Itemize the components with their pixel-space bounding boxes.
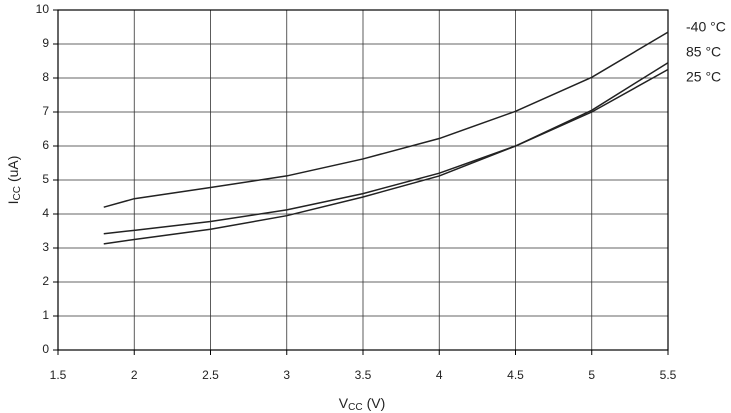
y-tick-label: 6	[42, 138, 49, 152]
y-tick-label: 0	[42, 342, 49, 356]
x-tick-label: 2	[131, 368, 138, 382]
y-label-main: I	[5, 201, 21, 205]
y-tick-label: 10	[36, 2, 50, 16]
y-tick-label: 1	[42, 308, 49, 322]
y-tick-label: 5	[42, 172, 49, 186]
x-label-sub: CC	[348, 402, 362, 413]
y-tick-label: 2	[42, 274, 49, 288]
x-tick-label: 5	[588, 368, 595, 382]
x-label-main: V	[339, 395, 349, 411]
legend-label: 25 °C	[686, 69, 721, 85]
y-axis-label: ICC (uA)	[5, 156, 23, 205]
y-tick-label: 9	[42, 36, 49, 50]
line-series	[103, 68, 669, 245]
y-label-sub: CC	[12, 186, 23, 200]
x-tick-label: 4	[436, 368, 443, 382]
legend-label: 85 °C	[686, 44, 721, 60]
x-tick-label: 3	[283, 368, 290, 382]
x-tick-label: 4.5	[507, 368, 524, 382]
x-tick-label: 2.5	[202, 368, 219, 382]
y-label-unit: (uA)	[5, 156, 21, 182]
y-tick-label: 7	[42, 104, 49, 118]
line-series	[103, 31, 669, 208]
x-tick-label: 3.5	[355, 368, 372, 382]
y-tick-label: 3	[42, 240, 49, 254]
x-label-unit: (V)	[367, 395, 386, 411]
y-tick-label: 8	[42, 70, 49, 84]
plot-frame	[57, 9, 669, 351]
legend-label: -40 °C	[686, 19, 726, 35]
line-series	[103, 62, 669, 235]
y-tick-label: 4	[42, 206, 49, 220]
x-axis-label: VCC (V)	[339, 395, 385, 413]
x-tick-label: 1.5	[50, 368, 67, 382]
x-tick-label: 5.5	[660, 368, 677, 382]
